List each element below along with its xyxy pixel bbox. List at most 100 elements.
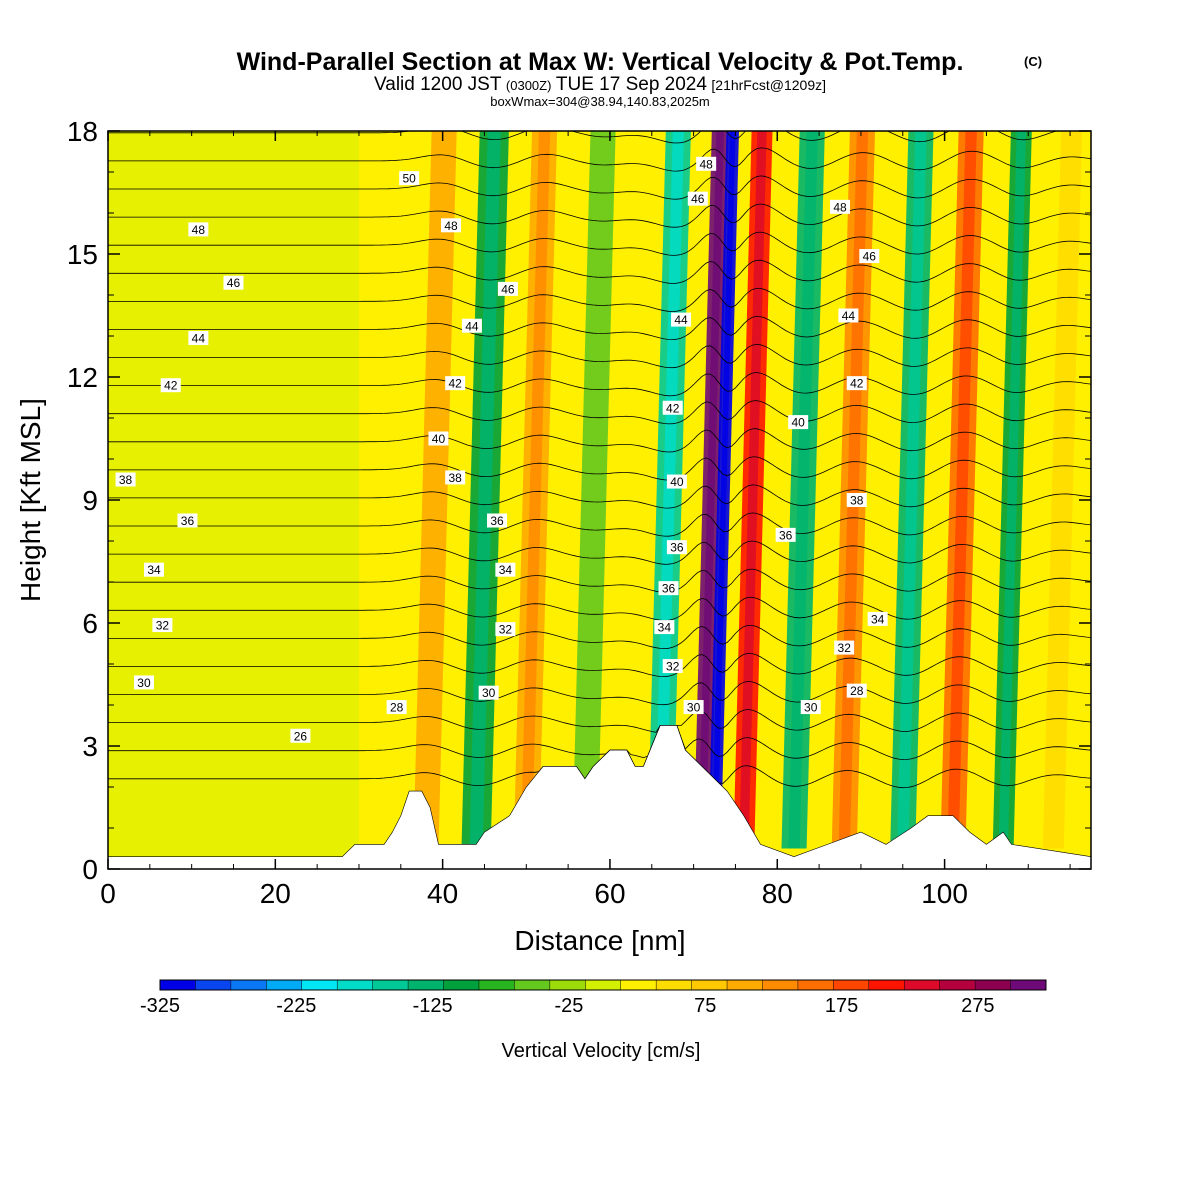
colorbar-tick-label: 75: [694, 995, 716, 1017]
velocity-band-core: [654, 131, 684, 849]
isentrope: [108, 596, 1091, 621]
chart-title-mark: (C): [1024, 54, 1042, 69]
contour-label: 46: [497, 281, 518, 296]
contour-label: 32: [495, 622, 516, 637]
contour-label-text: 38: [850, 494, 864, 508]
contour-label-bg: [188, 331, 209, 346]
contour-label: 44: [188, 331, 209, 346]
x-tick-label: 40: [427, 878, 458, 909]
contour-label-bg: [144, 562, 165, 577]
isentrope-contours: [108, 0, 1091, 789]
contour-label-text: 30: [687, 701, 701, 715]
colorbar-swatch: [656, 980, 693, 990]
colorbar-swatch: [833, 980, 870, 990]
y-tick-label: 9: [82, 485, 98, 516]
contour-label-text: 28: [850, 684, 864, 698]
contour-label: 46: [223, 275, 244, 290]
colorbar-tick-label: 175: [825, 995, 858, 1017]
y-tick-label: 18: [67, 116, 98, 147]
contour-label: 34: [867, 611, 888, 626]
colorbar-swatch: [585, 980, 622, 990]
contour-label-bg: [487, 513, 508, 528]
colorbar-tick-label: -225: [276, 995, 316, 1017]
subtitle-fcst: [21hrFcst@1209z]: [711, 77, 826, 93]
contour-label: 26: [290, 728, 311, 743]
contour-label-bg: [662, 400, 683, 415]
contour-label-text: 42: [449, 377, 463, 391]
contour-label: 46: [687, 191, 708, 206]
colorbar-swatch: [762, 980, 799, 990]
contour-label-text: 48: [192, 223, 206, 237]
contour-label-bg: [160, 378, 181, 393]
x-tick-label: 80: [762, 878, 793, 909]
contour-label-text: 50: [402, 172, 416, 186]
contour-label: 48: [830, 199, 851, 214]
contour-label: 28: [386, 700, 407, 715]
contour-label: 30: [800, 700, 821, 715]
contour-labels: 50 48 48 48 48 46 46 46 46 44 44 44 44 42 42 42 42 40 40 40…: [115, 156, 888, 743]
velocity-band: [572, 131, 616, 849]
weak-sink-zone: [108, 131, 359, 869]
contour-label: 42: [160, 378, 181, 393]
contour-label-text: 28: [390, 701, 404, 715]
contour-label-text: 30: [137, 676, 151, 690]
contour-label-text: 30: [482, 686, 496, 700]
contour-label-text: 36: [779, 528, 793, 542]
colorbar-swatch: [443, 980, 480, 990]
contour-label-bg: [399, 171, 420, 186]
colorbar: -325 -225 -125 -25 75 175 275: [140, 979, 1047, 1017]
contour-label-text: 38: [119, 473, 133, 487]
colorbar-swatch: [939, 980, 976, 990]
contour-label-bg: [666, 540, 687, 555]
contour-label: 32: [834, 640, 855, 655]
contour-label: 36: [775, 527, 796, 542]
velocity-band-core: [998, 131, 1027, 849]
velocity-band-core: [739, 131, 767, 849]
contour-label: 34: [144, 562, 165, 577]
contour-label-bg: [428, 431, 449, 446]
contour-label-bg: [386, 700, 407, 715]
contour-label-text: 32: [499, 623, 513, 637]
contour-label: 28: [846, 683, 867, 698]
y-tick-label: 6: [82, 608, 98, 639]
colorbar-swatch: [549, 980, 586, 990]
colorbar-swatch: [620, 980, 657, 990]
contour-label-text: 46: [863, 250, 877, 264]
isentrope: [108, 0, 1091, 3]
contour-label: 30: [478, 685, 499, 700]
contour-label-bg: [152, 618, 173, 633]
contour-label-bg: [445, 470, 466, 485]
plot-area: [108, 0, 1091, 869]
velocity-band-core: [520, 131, 551, 849]
x-tick-label: 20: [260, 878, 291, 909]
velocity-band: [413, 131, 457, 849]
contour-label-text: 40: [792, 416, 806, 430]
isentrope: [108, 652, 1091, 678]
contour-label-text: 40: [432, 432, 446, 446]
isentrope: [108, 400, 1091, 425]
colorbar-swatch: [301, 980, 338, 990]
contour-label-text: 32: [156, 619, 170, 633]
y-tick-label: 0: [82, 854, 98, 885]
contour-label: 40: [788, 415, 809, 430]
contour-label-bg: [775, 527, 796, 542]
contour-label: 38: [115, 472, 136, 487]
y-axis-label: Height [Kft MSL]: [15, 398, 46, 602]
contour-label-text: 38: [449, 471, 463, 485]
isentrope: [108, 484, 1091, 509]
x-tick-label: 0: [100, 878, 116, 909]
contour-label-bg: [838, 308, 859, 323]
contour-label-bg: [666, 474, 687, 489]
contour-label-text: 48: [833, 200, 847, 214]
contour-label-text: 34: [147, 563, 161, 577]
contour-label-bg: [133, 675, 154, 690]
colorbar-swatch: [975, 980, 1012, 990]
contour-label: 48: [696, 156, 717, 171]
y-tick-label: 3: [82, 731, 98, 762]
velocity-band-core: [947, 131, 977, 849]
colorbar-swatch: [160, 980, 196, 990]
contour-label-text: 34: [871, 612, 885, 626]
subtitle-date: TUE 17 Sep 2024: [556, 74, 707, 95]
contour-label-bg: [495, 622, 516, 637]
